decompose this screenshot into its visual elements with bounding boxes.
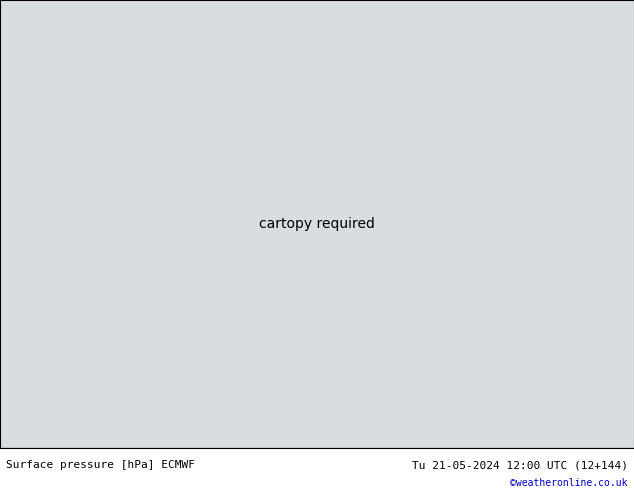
Text: Tu 21-05-2024 12:00 UTC (12+144): Tu 21-05-2024 12:00 UTC (12+144) [411, 460, 628, 470]
Text: cartopy required: cartopy required [259, 217, 375, 231]
Text: Surface pressure [hPa] ECMWF: Surface pressure [hPa] ECMWF [6, 460, 195, 470]
Text: ©weatheronline.co.uk: ©weatheronline.co.uk [510, 478, 628, 488]
